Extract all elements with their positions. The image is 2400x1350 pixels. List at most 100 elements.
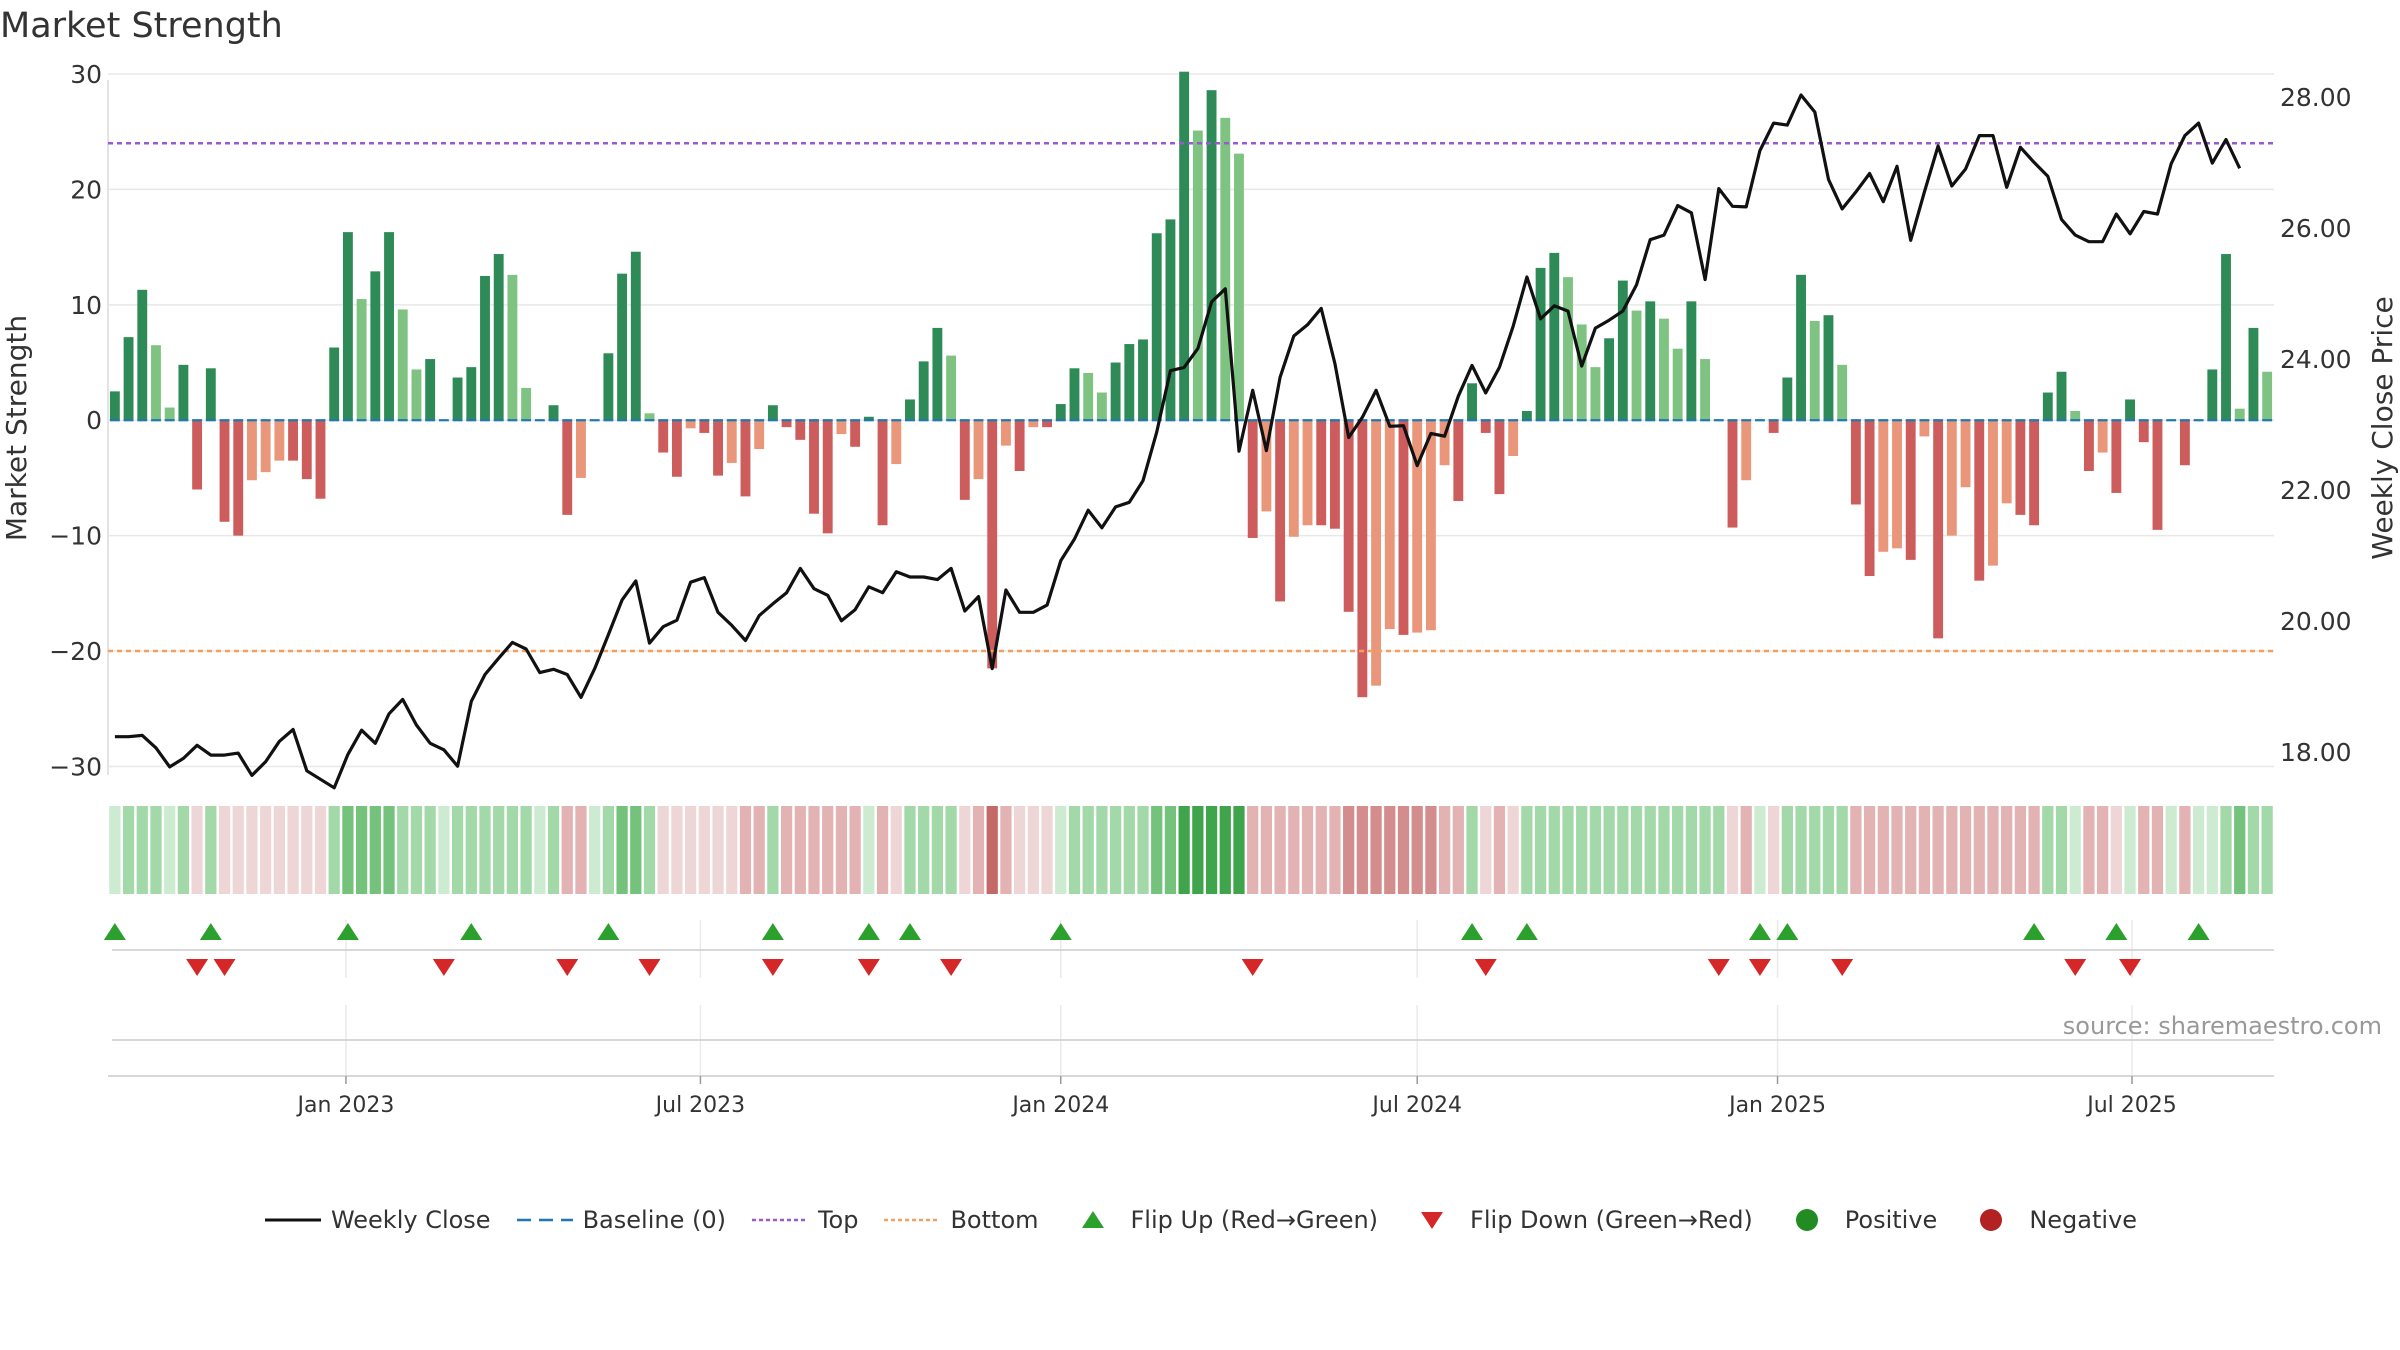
heat-cell xyxy=(2001,806,2013,894)
strength-bar xyxy=(1672,348,1683,421)
heat-cell xyxy=(1740,806,1752,894)
flip-up-marker xyxy=(336,923,359,940)
heat-cell xyxy=(136,806,148,894)
heat-cell xyxy=(1959,806,1972,894)
strength-bar xyxy=(2234,408,2245,421)
strength-bar xyxy=(2179,420,2190,466)
strength-bar xyxy=(1946,420,1957,536)
strength-bar xyxy=(644,413,655,421)
strength-bar xyxy=(1234,153,1244,421)
strength-bar xyxy=(905,399,915,421)
strength-bar xyxy=(1165,219,1176,421)
heat-cell xyxy=(1507,806,1519,894)
strength-bar xyxy=(1508,420,1519,457)
legend-item-flipup: Flip Up (Red→Green) xyxy=(1063,1205,1378,1235)
strength-bar xyxy=(370,271,381,421)
heat-cell xyxy=(575,806,587,894)
heat-cell xyxy=(328,806,340,894)
strength-bar xyxy=(1590,367,1601,421)
heat-cell xyxy=(1891,806,1903,894)
flip-up-marker xyxy=(2023,923,2046,940)
strength-bar xyxy=(315,420,326,499)
heat-cell xyxy=(1014,806,1026,894)
heat-cell xyxy=(410,806,423,894)
heat-cell xyxy=(164,806,176,894)
strength-bar xyxy=(2125,399,2135,421)
heat-cell xyxy=(1534,806,1547,894)
strength-bar xyxy=(699,420,710,433)
heat-cell xyxy=(383,806,395,894)
heat-cell xyxy=(1713,806,1725,894)
flip-up-marker xyxy=(460,923,483,940)
heat-cell xyxy=(520,806,532,894)
strength-bar xyxy=(2042,392,2053,421)
heat-cell xyxy=(2110,806,2122,894)
strength-bar xyxy=(2248,327,2259,421)
heat-cell xyxy=(1480,806,1492,894)
heat-cell xyxy=(1137,806,1149,894)
flip-down-marker xyxy=(1241,959,1264,976)
strength-bar xyxy=(1563,277,1573,421)
strength-bar xyxy=(1686,301,1697,421)
strength-bar xyxy=(918,361,929,421)
heat-cell xyxy=(589,806,601,894)
strength-bar xyxy=(1261,420,1272,512)
heat-cell xyxy=(218,806,231,894)
strength-bar xyxy=(1549,252,1560,421)
heat-cell xyxy=(1068,806,1081,894)
right-tick-label: 22.00 xyxy=(2280,476,2352,505)
flip-up-marker xyxy=(2105,923,2128,940)
strength-bar xyxy=(877,420,888,526)
strength-bar xyxy=(658,420,669,453)
flip-down-marker xyxy=(2119,959,2142,976)
strength-bar xyxy=(2152,420,2163,530)
legend-item-negative: Negative xyxy=(1961,1205,2137,1235)
right-tick-label: 26.00 xyxy=(2280,214,2352,243)
heat-cell xyxy=(2165,806,2177,894)
strength-bar xyxy=(1384,420,1395,630)
heat-cell xyxy=(1493,806,1506,894)
heat-cell xyxy=(397,806,409,894)
heat-cell xyxy=(1055,806,1067,894)
heat-cell xyxy=(630,806,642,894)
heat-cell xyxy=(1932,806,1944,894)
heat-cell xyxy=(822,806,834,894)
strength-bar xyxy=(1124,344,1135,421)
strength-bar xyxy=(1014,420,1025,472)
x-tick-label: Jul 2025 xyxy=(2085,1093,2177,1118)
strength-bar xyxy=(1933,420,1944,639)
heat-cell xyxy=(2192,806,2205,894)
strength-bar xyxy=(685,420,696,429)
left-tick-label: 20 xyxy=(70,175,102,204)
strength-bar xyxy=(452,377,463,421)
heat-cell xyxy=(739,806,752,894)
strength-bar xyxy=(2111,420,2122,493)
heat-cell xyxy=(2261,806,2273,894)
strength-bar xyxy=(548,405,559,421)
strength-bar xyxy=(822,420,833,534)
heat-cell xyxy=(1795,806,1807,894)
strength-bar xyxy=(493,254,504,421)
heat-cell xyxy=(1233,806,1245,894)
strength-bar xyxy=(1727,420,1738,528)
strength-bar xyxy=(603,353,614,421)
flip-markers xyxy=(103,923,2274,976)
close-price-line xyxy=(114,93,2242,790)
strength-bar xyxy=(1398,420,1409,635)
strength-bar xyxy=(1247,420,1258,538)
flip-down-marker xyxy=(186,959,209,976)
legend-symbol-flipup xyxy=(1063,1205,1123,1235)
heat-cell xyxy=(1384,806,1396,894)
strength-bar xyxy=(1467,383,1477,421)
legend-label: Weekly Close xyxy=(330,1206,491,1234)
strength-heat-band xyxy=(109,806,2273,894)
legend-item-close: Weekly Close xyxy=(263,1205,491,1235)
strength-bar xyxy=(617,273,628,421)
left-axis-ticks: 30 20 10 0 −10 −20 −30 xyxy=(49,60,102,781)
legend-label: Baseline (0) xyxy=(582,1206,726,1234)
strength-bar xyxy=(233,420,244,536)
strength-bar xyxy=(836,420,847,435)
heat-cell xyxy=(451,806,464,894)
heat-cell xyxy=(355,806,368,894)
heat-cell xyxy=(1768,806,1780,894)
